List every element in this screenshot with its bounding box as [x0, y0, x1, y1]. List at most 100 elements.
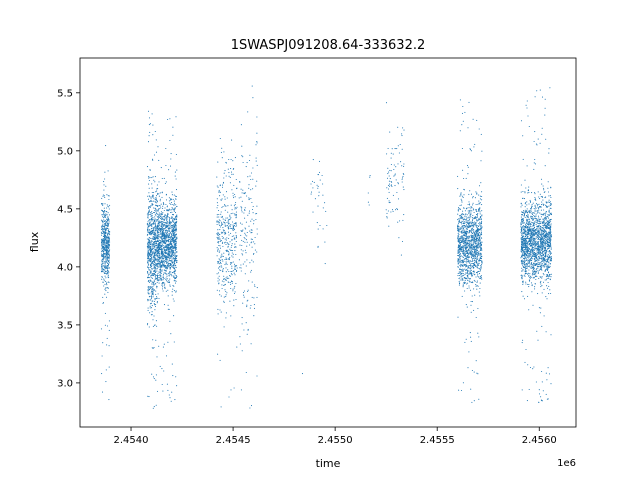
- data-point: [462, 236, 464, 238]
- data-point: [105, 229, 108, 231]
- data-point: [150, 259, 152, 262]
- data-point: [162, 245, 164, 247]
- data-point: [157, 235, 159, 237]
- data-point: [155, 197, 157, 199]
- data-point: [154, 222, 157, 224]
- data-point: [388, 202, 390, 204]
- data-point: [324, 202, 326, 204]
- data-point: [149, 177, 151, 179]
- data-point: [468, 265, 470, 267]
- data-point: [152, 407, 154, 409]
- data-point: [163, 260, 165, 262]
- data-point: [154, 130, 156, 133]
- data-point: [216, 185, 218, 187]
- data-point: [467, 223, 470, 225]
- data-point: [232, 192, 234, 194]
- data-point: [319, 179, 321, 181]
- data-point: [395, 166, 397, 168]
- data-point: [390, 170, 392, 172]
- data-point: [149, 249, 151, 251]
- data-point: [318, 195, 320, 197]
- data-point: [166, 205, 168, 207]
- data-point: [106, 269, 109, 271]
- data-point: [228, 223, 230, 225]
- data-point: [477, 244, 479, 246]
- data-point: [218, 279, 220, 281]
- data-point: [466, 256, 468, 258]
- data-point: [216, 223, 218, 226]
- data-point: [234, 237, 236, 239]
- data-point: [153, 267, 155, 269]
- data-point: [155, 374, 157, 376]
- data-point: [168, 233, 170, 235]
- data-point: [106, 204, 108, 206]
- data-point: [161, 270, 163, 272]
- data-point: [170, 274, 172, 276]
- data-point: [174, 227, 176, 229]
- data-point: [157, 260, 159, 262]
- data-point: [153, 300, 155, 303]
- data-point: [147, 290, 149, 292]
- data-point: [474, 265, 477, 267]
- data-point: [464, 243, 466, 245]
- data-point: [234, 274, 236, 276]
- data-point: [103, 228, 105, 230]
- data-point: [467, 267, 469, 269]
- data-point: [460, 216, 463, 218]
- data-point: [152, 233, 155, 235]
- data-point: [474, 257, 476, 259]
- data-point: [541, 127, 543, 129]
- data-point: [461, 220, 463, 222]
- data-point: [474, 280, 476, 282]
- data-point: [152, 254, 154, 256]
- data-point: [401, 148, 403, 150]
- data-point: [173, 290, 175, 292]
- data-point: [154, 247, 156, 249]
- data-point: [465, 220, 467, 222]
- data-point: [104, 223, 106, 225]
- data-point: [148, 254, 150, 256]
- data-point: [480, 217, 482, 219]
- data-point: [153, 244, 155, 246]
- data-point: [457, 226, 459, 228]
- data-point: [223, 296, 225, 298]
- data-point: [474, 241, 476, 243]
- data-point: [463, 275, 465, 277]
- data-point: [156, 302, 158, 304]
- data-point: [156, 184, 158, 186]
- data-point: [324, 241, 326, 243]
- data-point: [236, 269, 238, 271]
- data-point: [172, 275, 174, 277]
- data-point: [174, 230, 176, 232]
- data-point: [467, 367, 469, 369]
- data-point: [150, 277, 152, 279]
- data-point: [468, 209, 470, 211]
- data-point: [480, 243, 482, 245]
- data-point: [402, 172, 404, 175]
- data-point: [151, 305, 153, 307]
- data-point: [526, 221, 528, 223]
- data-point: [162, 262, 164, 265]
- data-point: [310, 183, 312, 185]
- data-point: [154, 262, 156, 264]
- data-point: [154, 233, 157, 235]
- data-point: [151, 187, 153, 189]
- data-point: [478, 200, 480, 202]
- data-point: [154, 264, 156, 266]
- data-point: [391, 209, 394, 211]
- data-point: [174, 224, 176, 227]
- data-point: [170, 263, 172, 265]
- data-point: [158, 345, 160, 347]
- data-point: [479, 198, 481, 200]
- data-point: [472, 209, 475, 211]
- data-point: [221, 241, 224, 243]
- data-point: [155, 235, 157, 237]
- data-point: [150, 224, 152, 226]
- data-point: [108, 220, 110, 222]
- data-point: [469, 281, 471, 283]
- data-point: [227, 168, 229, 170]
- data-point: [149, 280, 151, 282]
- data-point: [457, 263, 459, 265]
- data-point: [105, 282, 108, 285]
- data-point: [170, 254, 172, 256]
